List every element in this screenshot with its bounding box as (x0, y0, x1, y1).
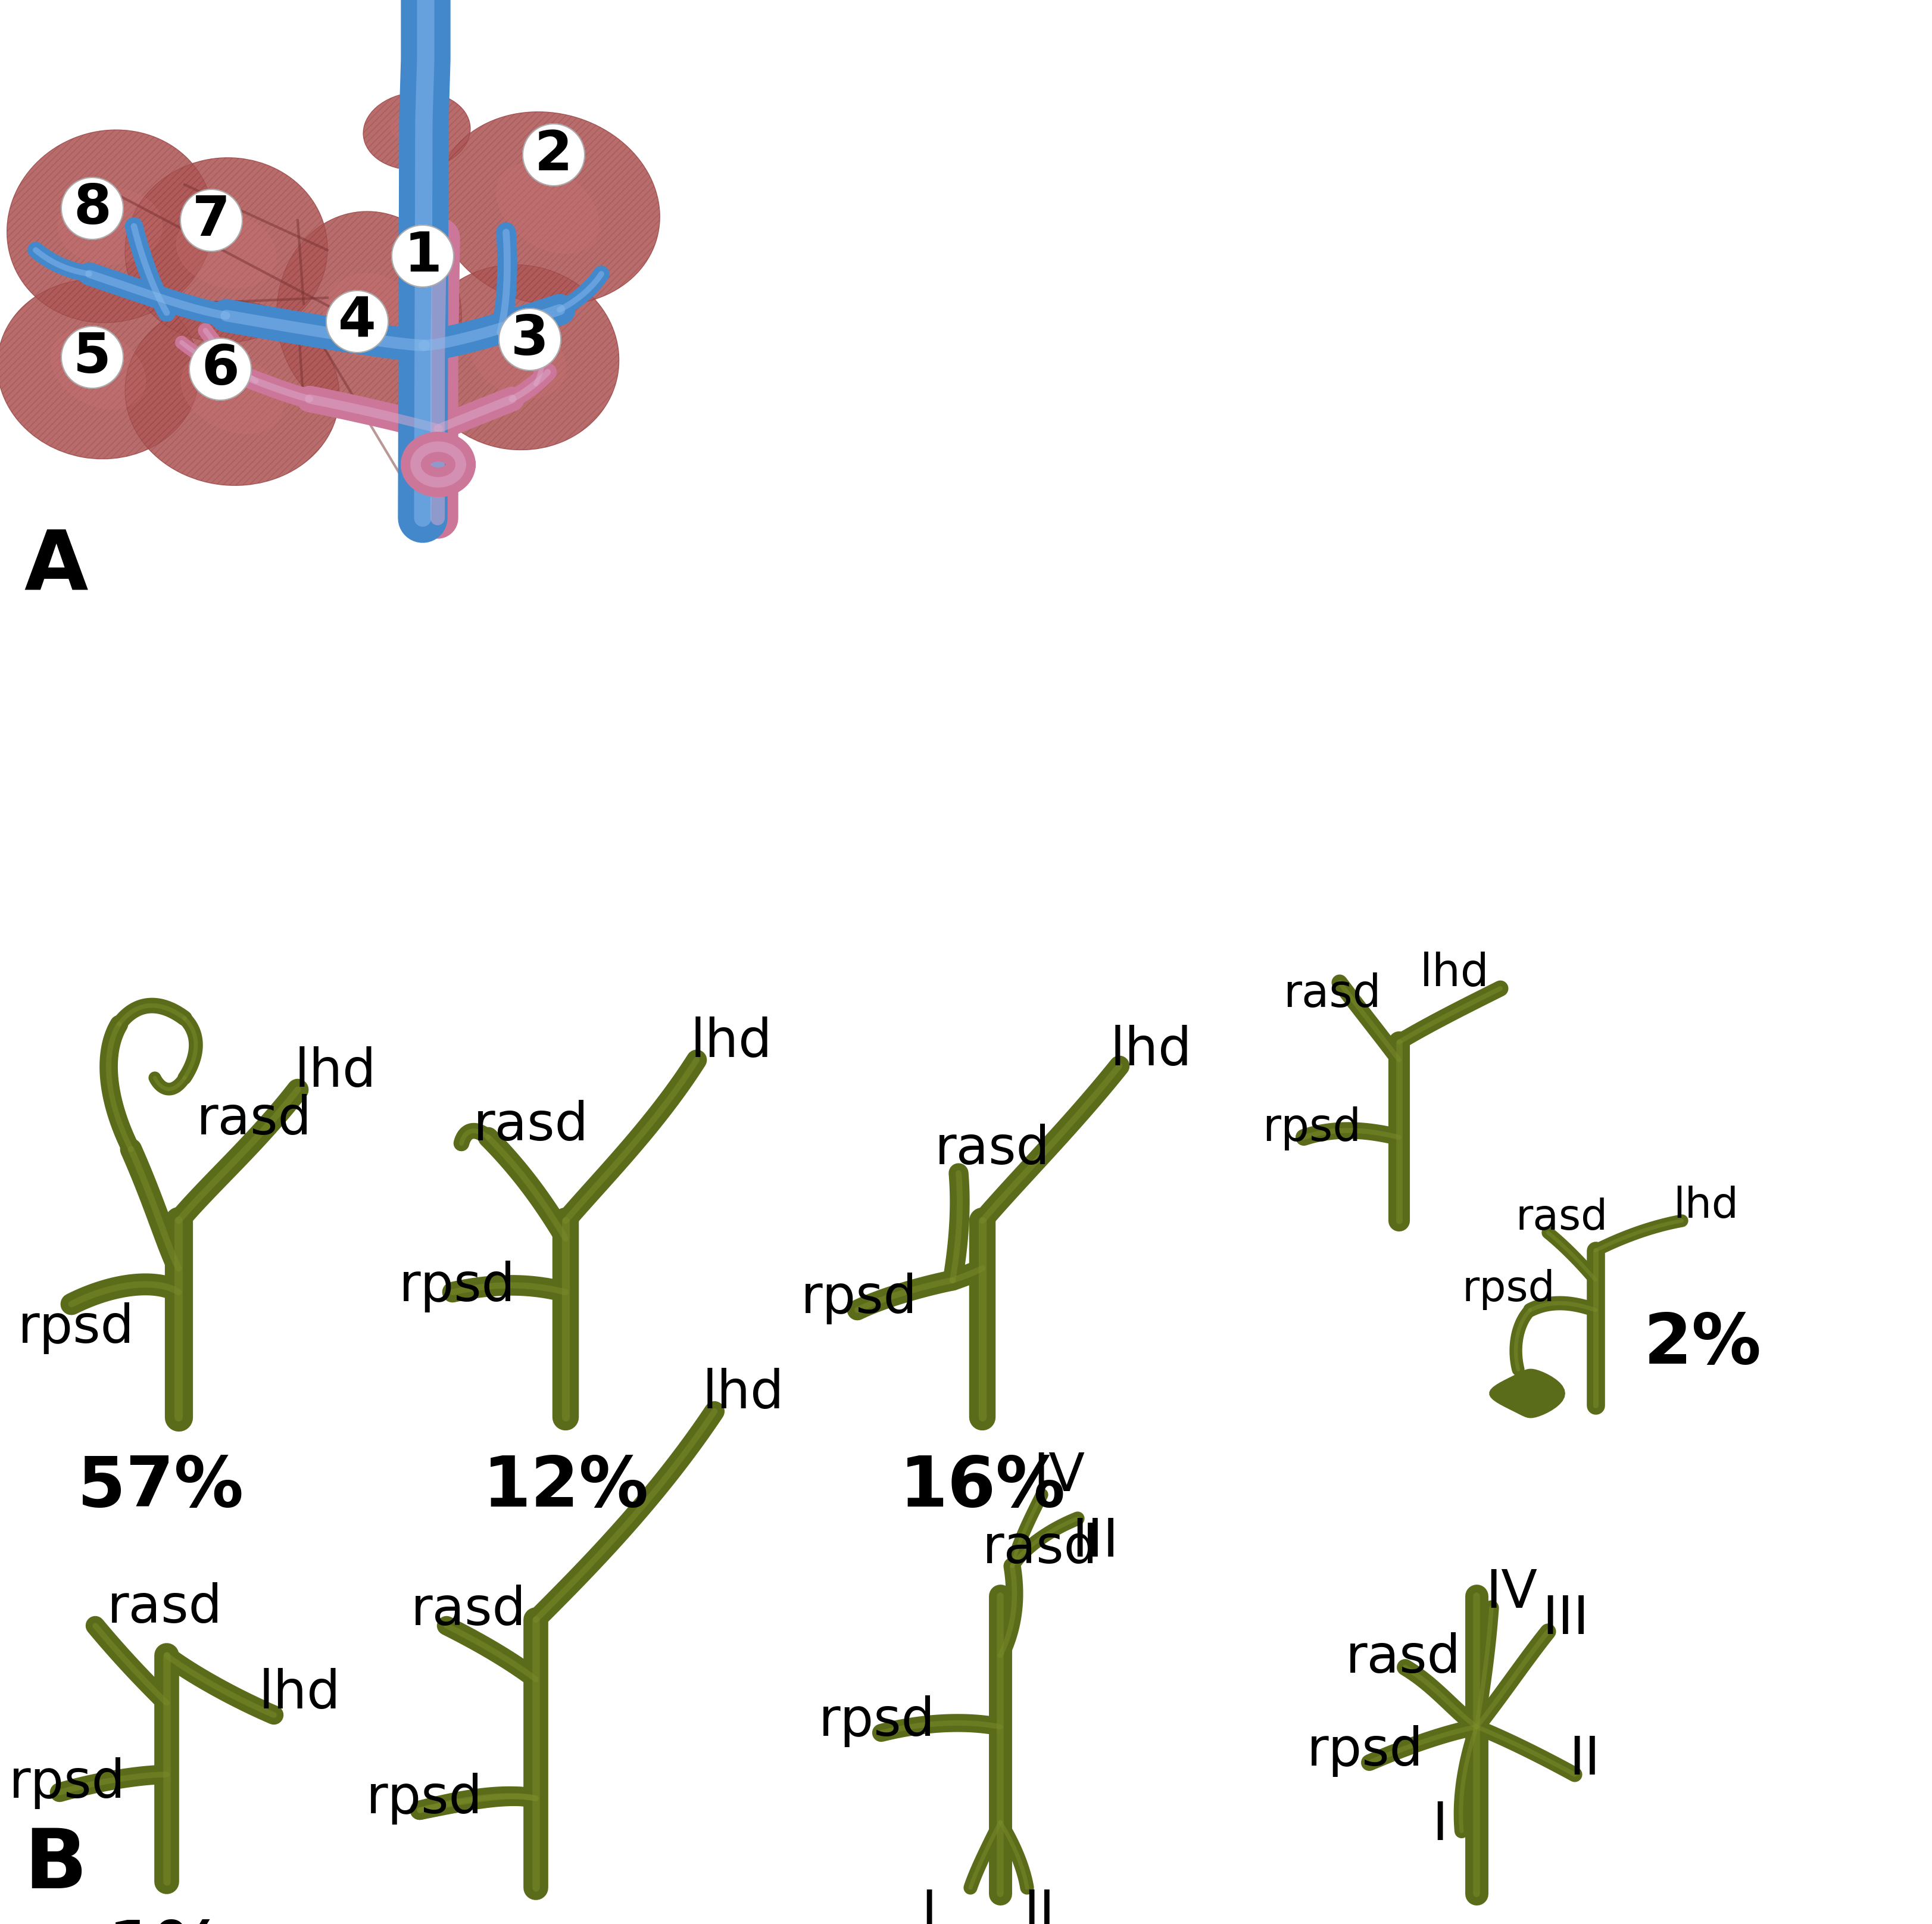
Text: A: A (23, 527, 87, 608)
Ellipse shape (126, 158, 327, 342)
Text: rpsd: rpsd (17, 1303, 135, 1354)
Text: 5: 5 (73, 331, 112, 385)
Text: 7: 7 (193, 194, 230, 246)
Text: 2: 2 (535, 129, 572, 181)
Ellipse shape (363, 92, 469, 169)
Text: rasd: rasd (1345, 1632, 1461, 1684)
Text: lhd: lhd (703, 1368, 784, 1420)
Text: rasd: rasd (1283, 972, 1381, 1016)
Text: 12%: 12% (483, 1453, 649, 1522)
Ellipse shape (390, 115, 442, 148)
Ellipse shape (417, 266, 618, 450)
Text: III: III (1072, 1516, 1119, 1568)
Text: B: B (23, 1826, 87, 1905)
Text: I: I (1432, 1799, 1447, 1851)
Text: 6: 6 (201, 342, 240, 396)
Text: lhd: lhd (1420, 952, 1490, 995)
Text: lhd: lhd (259, 1668, 340, 1720)
Text: 57%: 57% (77, 1453, 243, 1522)
Ellipse shape (0, 279, 199, 460)
Circle shape (62, 327, 124, 389)
Circle shape (62, 177, 124, 239)
Text: 3: 3 (510, 312, 549, 366)
Text: 1: 1 (404, 229, 442, 283)
Text: lhd: lhd (296, 1047, 377, 1099)
Polygon shape (1490, 1370, 1565, 1418)
Ellipse shape (182, 352, 284, 433)
Circle shape (327, 291, 388, 352)
Text: 1%: 1% (108, 1918, 226, 1924)
Text: rasd: rasd (935, 1124, 1051, 1176)
Ellipse shape (126, 300, 340, 485)
Ellipse shape (58, 189, 162, 264)
Text: rasd: rasd (473, 1099, 589, 1151)
Ellipse shape (469, 317, 566, 398)
Text: lhd: lhd (690, 1016, 773, 1068)
Text: rpsd: rpsd (819, 1695, 935, 1747)
Text: rpsd: rpsd (367, 1772, 483, 1824)
Text: II: II (1569, 1734, 1600, 1785)
Text: 16%: 16% (898, 1453, 1065, 1522)
Text: rasd: rasd (106, 1582, 222, 1633)
Text: lhd: lhd (1673, 1185, 1739, 1226)
Text: lhd: lhd (1111, 1025, 1192, 1077)
Circle shape (180, 189, 242, 252)
Text: 2%: 2% (1644, 1310, 1762, 1378)
Ellipse shape (323, 273, 415, 358)
Text: 4: 4 (338, 294, 377, 348)
Text: rasd: rasd (197, 1093, 313, 1145)
Text: rasd: rasd (1515, 1197, 1607, 1239)
Text: II: II (1024, 1887, 1055, 1924)
Circle shape (392, 225, 454, 287)
Ellipse shape (176, 212, 276, 289)
Text: I: I (922, 1887, 937, 1924)
Text: 8: 8 (73, 181, 112, 235)
Text: IV: IV (1486, 1566, 1538, 1618)
Text: rpsd: rpsd (800, 1272, 918, 1324)
Circle shape (189, 339, 251, 400)
Text: III: III (1542, 1593, 1588, 1645)
Ellipse shape (437, 112, 659, 306)
Text: rpsd: rpsd (398, 1260, 516, 1312)
Ellipse shape (276, 212, 462, 419)
Ellipse shape (8, 131, 213, 323)
Ellipse shape (50, 329, 145, 410)
Text: rasd: rasd (412, 1585, 526, 1637)
Text: IV: IV (1034, 1451, 1084, 1503)
Circle shape (524, 123, 585, 187)
Text: rpsd: rpsd (1463, 1268, 1555, 1310)
Ellipse shape (497, 164, 599, 254)
Text: rpsd: rpsd (10, 1757, 126, 1809)
Circle shape (498, 308, 560, 371)
Text: rpsd: rpsd (1262, 1106, 1362, 1151)
Text: rpsd: rpsd (1306, 1724, 1424, 1776)
Text: rasd: rasd (981, 1522, 1097, 1574)
